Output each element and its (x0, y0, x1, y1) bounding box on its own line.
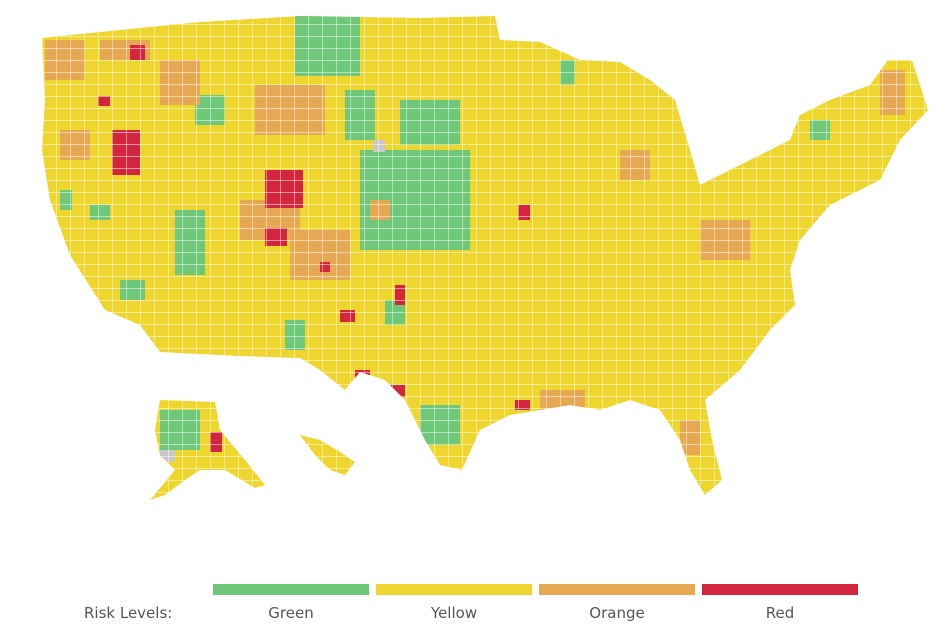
legend-label-orange: Orange (589, 604, 645, 622)
legend-label-red: Red (765, 604, 795, 622)
counties-layer (42, 16, 928, 500)
legend-swatch-green (213, 584, 369, 595)
legend-label-green: Green (268, 604, 314, 622)
legend-label-yellow: Yellow (430, 604, 478, 622)
legend-title: Risk Levels: (84, 604, 173, 622)
legend-swatch-red (702, 584, 858, 595)
us-county-risk-map (42, 16, 928, 500)
legend-swatch-yellow (376, 584, 532, 595)
legend-swatch-orange (539, 584, 695, 595)
